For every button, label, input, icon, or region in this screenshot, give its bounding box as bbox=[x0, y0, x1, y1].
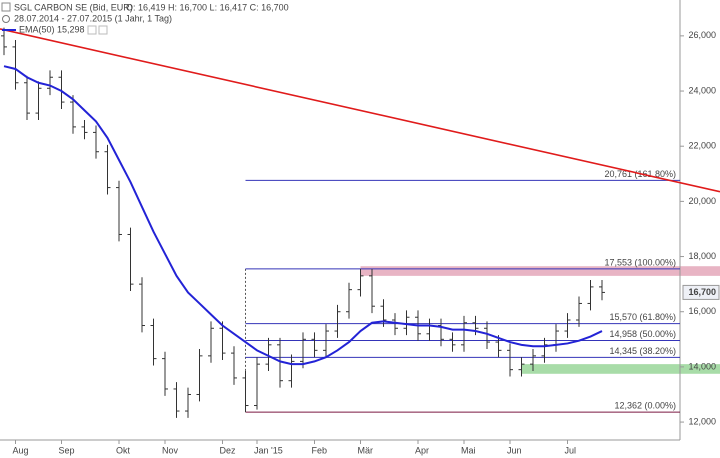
x-tick-label: Dez bbox=[220, 445, 237, 455]
icon bbox=[1, 2, 11, 12]
x-tick-label: Feb bbox=[312, 445, 328, 455]
x-tick-label: Mär bbox=[358, 445, 374, 455]
x-tick-label: Sep bbox=[59, 445, 75, 455]
y-tick-label: 20,000 bbox=[688, 196, 716, 206]
x-tick-label: Jul bbox=[565, 445, 577, 455]
legend-name: EMA(50) bbox=[19, 24, 55, 34]
zone bbox=[521, 364, 720, 374]
y-tick-label: 24,000 bbox=[688, 85, 716, 95]
x-tick-label: Apr bbox=[415, 445, 429, 455]
x-tick-label: Jan '15 bbox=[254, 445, 283, 455]
quote: O: 16,419 H: 16,700 L: 16,417 C: 16,700 bbox=[126, 2, 289, 12]
y-tick-label: 22,000 bbox=[688, 141, 716, 151]
ema-line bbox=[3, 65, 603, 366]
level-label: 17,553 (100.00%) bbox=[604, 257, 676, 267]
x-tick-label: Mai bbox=[461, 445, 476, 455]
subtitle: 28.07.2014 - 27.07.2015 (1 Jahr, 1 Tag) bbox=[14, 13, 172, 23]
price-tag bbox=[682, 284, 720, 300]
trendline bbox=[0, 28, 720, 193]
level-label: 14,958 (50.00%) bbox=[609, 329, 676, 339]
y-tick-label: 12,000 bbox=[688, 416, 716, 426]
chart-title: SGL CARBON SE (Bid, EUR) bbox=[14, 2, 133, 12]
price-tag-label: 16,700 bbox=[688, 287, 716, 297]
x-tick-label: Okt bbox=[116, 445, 131, 455]
y-tick-label: 14,000 bbox=[688, 361, 716, 371]
icon bbox=[2, 15, 10, 23]
x-tick-label: Nov bbox=[162, 445, 179, 455]
level-label: 14,345 (38.20%) bbox=[609, 346, 676, 356]
x-tick-label: Aug bbox=[13, 445, 29, 455]
icon[interactable] bbox=[98, 25, 108, 35]
legend-value: 15,298 bbox=[57, 24, 85, 34]
zone bbox=[360, 266, 720, 276]
y-tick-label: 18,000 bbox=[688, 251, 716, 261]
icon[interactable] bbox=[87, 25, 97, 35]
level-label: 12,362 (0.00%) bbox=[614, 400, 676, 410]
x-tick-label: Jun bbox=[507, 445, 522, 455]
y-tick-label: 16,000 bbox=[688, 306, 716, 316]
level-label: 15,570 (61.80%) bbox=[609, 312, 676, 322]
y-tick-label: 26,000 bbox=[688, 30, 716, 40]
